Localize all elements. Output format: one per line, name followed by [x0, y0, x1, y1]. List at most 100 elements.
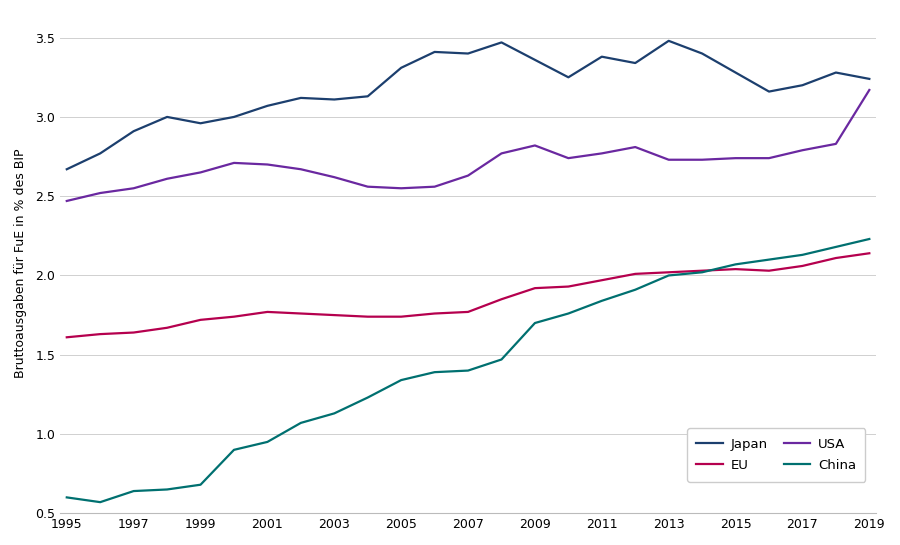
Japan — [328, 96, 339, 103]
China — [831, 244, 842, 250]
Line: Japan: Japan — [67, 41, 869, 169]
EU — [563, 283, 574, 290]
EU — [730, 266, 741, 272]
USA — [797, 147, 808, 154]
USA — [328, 174, 339, 180]
Japan — [663, 38, 674, 44]
USA — [630, 144, 641, 150]
Japan — [630, 60, 641, 66]
Japan — [730, 69, 741, 76]
Japan — [94, 150, 105, 156]
USA — [129, 185, 140, 191]
USA — [162, 175, 173, 182]
EU — [463, 308, 473, 315]
EU — [61, 334, 72, 341]
China — [129, 488, 140, 494]
Japan — [529, 57, 540, 63]
Japan — [61, 166, 72, 173]
USA — [396, 185, 407, 191]
USA — [229, 160, 239, 166]
Japan — [162, 114, 173, 120]
China — [663, 272, 674, 278]
EU — [229, 313, 239, 320]
USA — [763, 155, 774, 161]
USA — [295, 166, 306, 173]
USA — [463, 172, 473, 179]
EU — [797, 263, 808, 269]
Japan — [563, 74, 574, 81]
EU — [496, 296, 507, 302]
EU — [630, 271, 641, 277]
China — [597, 298, 608, 304]
EU — [429, 310, 440, 317]
China — [630, 287, 641, 293]
EU — [262, 308, 273, 315]
China — [61, 494, 72, 501]
Japan — [864, 76, 875, 82]
Legend: Japan, EU, USA, China: Japan, EU, USA, China — [688, 428, 865, 482]
China — [529, 320, 540, 326]
EU — [162, 324, 173, 331]
China — [763, 256, 774, 263]
China — [229, 446, 239, 453]
China — [195, 481, 206, 488]
Japan — [363, 93, 374, 100]
Japan — [229, 114, 239, 120]
China — [797, 252, 808, 258]
China — [697, 269, 707, 276]
China — [328, 410, 339, 416]
Japan — [295, 95, 306, 101]
USA — [597, 150, 608, 156]
EU — [529, 285, 540, 292]
Japan — [129, 128, 140, 135]
EU — [597, 277, 608, 283]
USA — [697, 156, 707, 163]
EU — [864, 250, 875, 257]
EU — [763, 268, 774, 274]
Japan — [262, 102, 273, 109]
Japan — [831, 69, 842, 76]
EU — [396, 313, 407, 320]
Line: China: China — [67, 239, 869, 502]
USA — [94, 190, 105, 196]
China — [563, 310, 574, 317]
USA — [529, 142, 540, 149]
Japan — [463, 50, 473, 57]
China — [429, 369, 440, 376]
Y-axis label: Bruttoausgaben für FuE in % des BIP: Bruttoausgaben für FuE in % des BIP — [14, 149, 27, 378]
Japan — [195, 120, 206, 126]
EU — [195, 317, 206, 323]
USA — [730, 155, 741, 161]
Line: EU: EU — [67, 253, 869, 337]
EU — [328, 312, 339, 318]
USA — [864, 87, 875, 93]
USA — [663, 156, 674, 163]
Line: USA: USA — [67, 90, 869, 201]
China — [463, 367, 473, 374]
EU — [94, 331, 105, 337]
USA — [496, 150, 507, 156]
Japan — [496, 39, 507, 46]
China — [162, 486, 173, 493]
China — [730, 261, 741, 268]
USA — [262, 161, 273, 168]
EU — [129, 329, 140, 336]
USA — [429, 184, 440, 190]
USA — [563, 155, 574, 161]
China — [94, 499, 105, 505]
Japan — [697, 50, 707, 57]
Japan — [597, 53, 608, 60]
China — [496, 356, 507, 363]
USA — [363, 184, 374, 190]
Japan — [396, 64, 407, 71]
China — [363, 394, 374, 401]
China — [396, 377, 407, 383]
USA — [831, 141, 842, 147]
Japan — [797, 82, 808, 88]
EU — [363, 313, 374, 320]
Japan — [763, 88, 774, 95]
EU — [295, 310, 306, 317]
USA — [195, 169, 206, 175]
China — [262, 439, 273, 445]
Japan — [429, 49, 440, 55]
